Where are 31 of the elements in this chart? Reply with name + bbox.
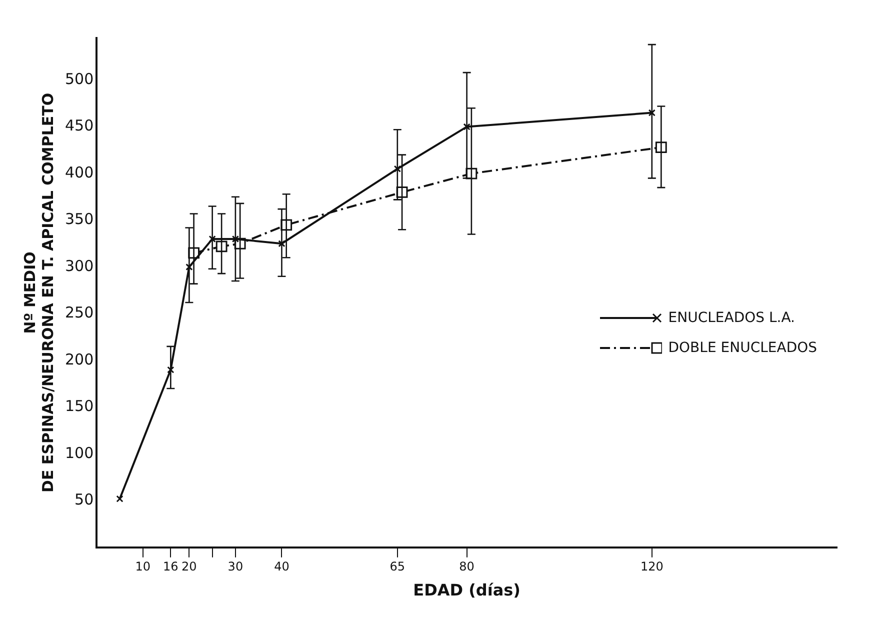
point [232, 235, 240, 243]
y-tick-label: 300 [64, 256, 94, 275]
y-tick-label: 250 [64, 304, 94, 322]
x-axis-title: EDAD (días) [413, 580, 520, 600]
y-tick-label: 500 [64, 70, 94, 88]
x-tick-label: 16 [163, 560, 178, 574]
point [394, 165, 401, 172]
legend-label: ENUCLEADOS L.A. [668, 310, 795, 326]
y-tick-label: 450 [64, 116, 94, 135]
x-tick-label: 20 [182, 560, 197, 574]
point [208, 235, 216, 243]
y-tick-label: 400 [64, 163, 94, 182]
y-tick-label: 150 [64, 397, 94, 416]
y-tick-label: 100 [64, 444, 94, 462]
x-tick-label: 30 [228, 560, 244, 574]
point [116, 495, 124, 502]
y-tick-label: 350 [64, 210, 94, 228]
x-tick-label: 10 [135, 560, 151, 574]
x-tick-label: 65 [390, 560, 406, 574]
point [186, 263, 193, 271]
point [648, 109, 656, 116]
y-tick-label: 50 [74, 490, 94, 509]
point [167, 366, 174, 374]
point [278, 240, 286, 248]
y-axis-title: Nº MEDIO DE ESPINAS/NEURONA EN T. APICAL COMPLETO [20, 92, 57, 493]
x-tick-label: 120 [640, 560, 664, 574]
legend-label: DOBLE ENUCLEADOS [668, 340, 817, 356]
y-tick-label: 200 [64, 350, 94, 368]
x-tick-label: 40 [274, 560, 290, 574]
x-tick-label: 80 [459, 560, 474, 574]
point [463, 123, 470, 130]
